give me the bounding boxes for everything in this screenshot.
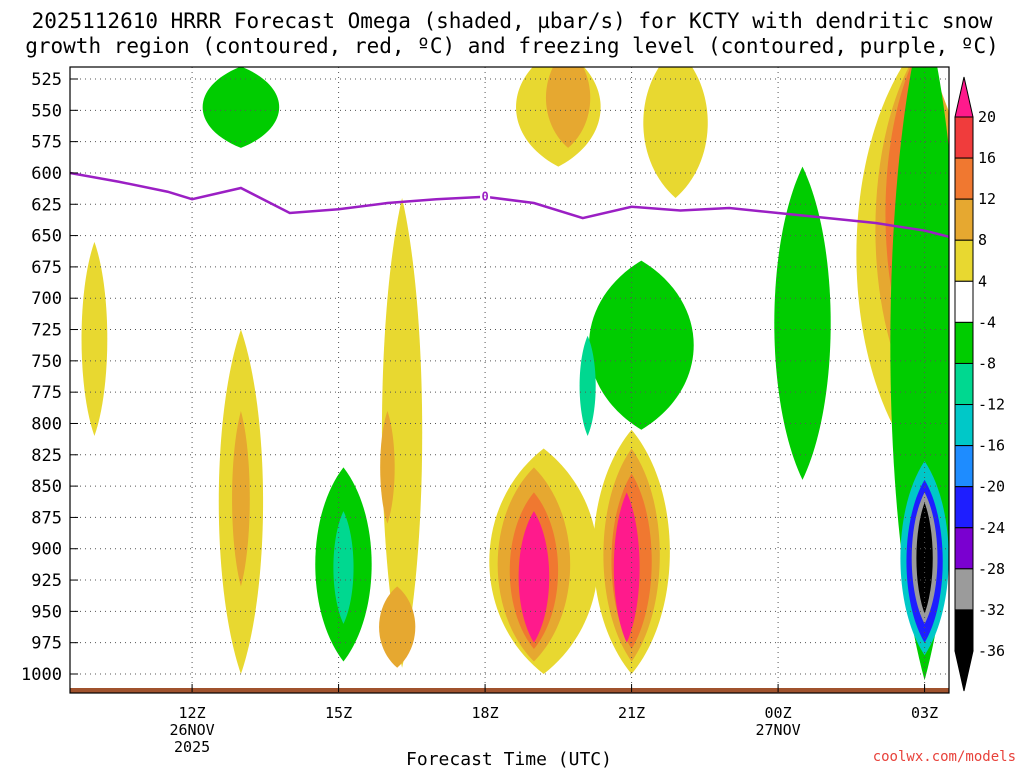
- x-tick-date-00Z: 27NOV: [756, 721, 801, 739]
- omega-contour-22: [613, 492, 640, 643]
- colorbar-label-3: 8: [978, 231, 987, 249]
- omega-field: [81, 67, 949, 681]
- y-tick-label-775: 775: [31, 383, 62, 403]
- colorbar-label-12: -32: [978, 601, 1005, 619]
- omega-contour-3: [202, 67, 279, 148]
- colorbar-label-9: -20: [978, 478, 1005, 496]
- colorbar-label-6: -8: [978, 354, 996, 372]
- y-tick-label-625: 625: [31, 195, 62, 215]
- omega-contour-5: [333, 511, 354, 624]
- y-tick-label-675: 675: [31, 258, 62, 278]
- colorbar-label-4: 4: [978, 272, 987, 290]
- colorbar-segment-5: [954, 321, 974, 364]
- colorbar-segment-12: [954, 609, 974, 652]
- omega-contour-0: [81, 241, 108, 436]
- y-tick-label-900: 900: [31, 540, 62, 560]
- freezing-level: 0: [70, 171, 949, 239]
- x-tick-label-18Z: 18Z: [472, 704, 499, 722]
- colorbar-bottom-arrow: [954, 650, 974, 692]
- x-tick-date-12Z: 26NOV: [170, 721, 215, 739]
- freezing-level-line: [70, 171, 949, 239]
- omega-contour-13: [579, 335, 596, 436]
- y-tick-label-525: 525: [31, 70, 62, 90]
- plot-frame: [69, 66, 950, 694]
- omega-contour-8: [379, 586, 416, 668]
- omega-contour-6: [381, 198, 423, 668]
- colorbar-segment-0: [954, 116, 974, 159]
- y-tick-label-725: 725: [31, 321, 62, 341]
- omega-contour-11: [643, 67, 708, 198]
- colorbar-label-1: 16: [978, 149, 996, 167]
- colorbar-segment-11: [954, 568, 974, 611]
- y-tick-label-550: 550: [31, 101, 62, 121]
- y-tick-label-925: 925: [31, 571, 62, 591]
- colorbar-label-7: -12: [978, 396, 1005, 414]
- colorbar-segment-6: [954, 362, 974, 406]
- colorbar-label-5: -4: [978, 313, 996, 331]
- omega-contour-32: [913, 494, 936, 622]
- y-tick-label-825: 825: [31, 446, 62, 466]
- chart-title-line-1: 2025112610 HRRR Forecast Omega (shaded, …: [32, 9, 993, 33]
- y-tick-label-800: 800: [31, 414, 62, 434]
- freezing-level-label: 0: [481, 190, 488, 204]
- omega-contour-14: [774, 166, 831, 480]
- x-tick-label-12Z: 12Z: [179, 704, 206, 722]
- y-tick-label-1000: 1000: [21, 665, 62, 685]
- omega-contour-7: [380, 410, 395, 524]
- colorbar-segment-8: [954, 445, 974, 488]
- credit-text: coolwx.com/models: [873, 749, 1016, 765]
- y-tick-label-600: 600: [31, 164, 62, 184]
- colorbar-segment-7: [954, 404, 974, 447]
- colorbar-label-0: 20: [978, 108, 996, 126]
- x-tick-label-00Z: 00Z: [765, 704, 792, 722]
- colorbar: 20 16 12 8 4 -4 -8 -12 -16 -20 -24 -28 -32 -36: [954, 76, 1005, 692]
- y-tick-label-950: 950: [31, 602, 62, 622]
- colorbar-label-13: -36: [978, 642, 1005, 660]
- colorbar-top-arrow: [954, 76, 974, 118]
- colorbar-label-10: -24: [978, 519, 1005, 537]
- y-tick-label-850: 850: [31, 477, 62, 497]
- colorbar-segment-2: [954, 198, 974, 241]
- x-tick-year-12Z: 2025: [174, 738, 210, 756]
- y-tick-label-700: 700: [31, 289, 62, 309]
- y-tick-label-575: 575: [31, 133, 62, 153]
- x-tick-label-15Z: 15Z: [325, 704, 352, 722]
- colorbar-segment-4: [954, 280, 974, 323]
- x-tick-label-03Z: 03Z: [911, 704, 938, 722]
- y-tick-label-650: 650: [31, 227, 62, 247]
- colorbar-label-8: -16: [978, 437, 1005, 455]
- colorbar-segment-3: [954, 239, 974, 282]
- colorbar-segment-9: [954, 486, 974, 529]
- grid-lines: [70, 67, 949, 692]
- chart-title-line-2: growth region (contoured, red, ºC) and f…: [25, 34, 999, 58]
- freezing-label-bg: [480, 188, 491, 204]
- y-tick-label-750: 750: [31, 352, 62, 372]
- x-axis-title: Forecast Time (UTC): [406, 749, 612, 768]
- colorbar-segment-1: [954, 157, 974, 200]
- colorbar-label-2: 12: [978, 190, 996, 208]
- y-axis: 525 550 575 600 625 650 675 700 725 750 775 800 825 8…: [21, 70, 78, 685]
- omega-contour-12: [588, 260, 694, 430]
- x-tick-label-21Z: 21Z: [618, 704, 645, 722]
- y-tick-label-875: 875: [31, 508, 62, 528]
- colorbar-segment-10: [954, 527, 974, 570]
- omega-contour-10: [545, 67, 591, 148]
- y-tick-label-975: 975: [31, 634, 62, 654]
- omega-contour-18: [518, 511, 550, 643]
- colorbar-label-11: -28: [978, 560, 1005, 578]
- ground-surface-bar: [70, 688, 949, 693]
